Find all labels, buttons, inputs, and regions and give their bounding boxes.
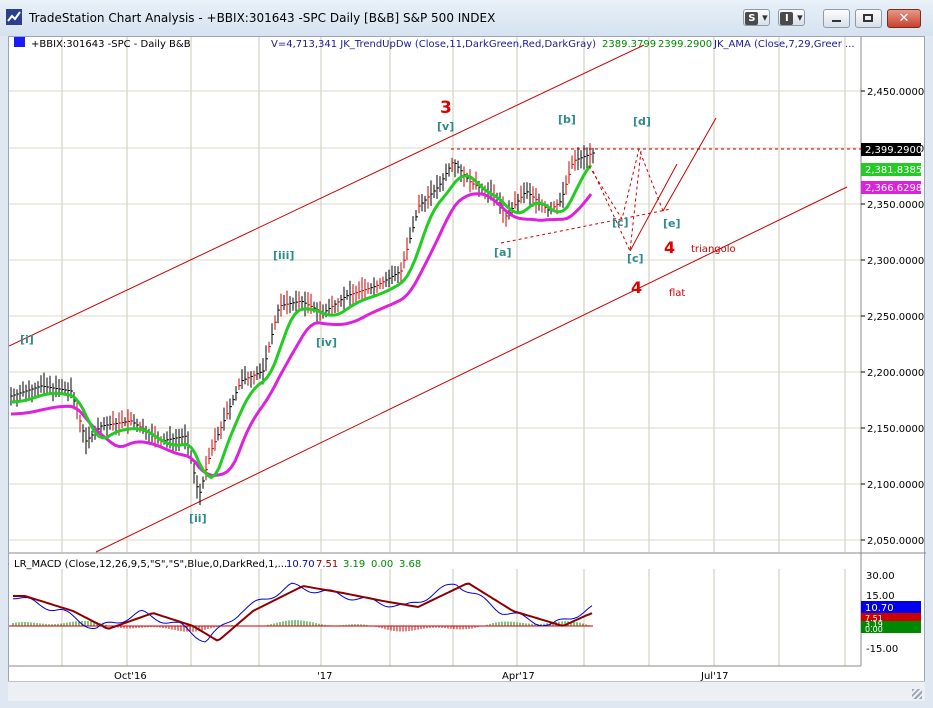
resize-grip-icon[interactable] — [912, 689, 922, 699]
trend-price-tag — [861, 163, 921, 176]
symbol-label: +BBIX:301643 -SPC - Daily B&B — [31, 39, 191, 50]
wave-label-c-triangle: [c] — [612, 216, 629, 229]
macd-signal-line — [13, 582, 593, 642]
title-bar: TradeStation Chart Analysis - +BBIX:3016… — [0, 0, 933, 36]
price-tick-label: 2,200.0000 — [867, 368, 924, 379]
macd-tag-blue-text: 10.70 — [865, 603, 894, 614]
chart-svg: +BBIX:301643 -SPC - Daily B&B V=4,713,34… — [8, 37, 926, 682]
macd-gridlines — [61, 569, 846, 666]
symbol-swatch — [14, 37, 25, 47]
status-bar — [8, 681, 925, 701]
trend-value-1: 2389.3799 — [602, 39, 656, 50]
chart-area[interactable]: +BBIX:301643 -SPC - Daily B&B V=4,713,34… — [8, 36, 926, 701]
flat-text: flat — [669, 288, 685, 299]
macd-tick-30: 30.00 — [866, 571, 895, 582]
macd-tag-green — [861, 621, 921, 633]
wave-label-e: [e] — [663, 217, 681, 230]
ama-indicator-label: JK_AMA (Close,7,29,Greer ... — [713, 39, 855, 50]
macd-line — [13, 582, 593, 643]
last-price-tag — [861, 143, 921, 156]
macd-value-1: 10.70 — [286, 559, 315, 570]
wave-label-i: [i] — [20, 333, 34, 346]
macd-tag-red — [861, 613, 921, 621]
triangle-bottom-line — [500, 208, 672, 244]
lower-channel-line — [95, 186, 848, 553]
maximize-icon — [863, 14, 873, 22]
price-tick-label: 2,050.0000 — [867, 536, 924, 547]
macd-tag-red-text: 7.51 — [865, 614, 883, 623]
x-label-jul17: Jul'17 — [700, 671, 729, 682]
minimize-icon — [832, 20, 841, 22]
jk-ama-line — [10, 192, 593, 477]
style-glyph: S — [745, 12, 759, 25]
wave-label-iv: [iv] — [316, 336, 337, 349]
triangle-projection — [588, 147, 664, 221]
wave-4-triangle-label: 4 — [664, 238, 675, 257]
style-button[interactable]: S ▾ — [743, 9, 770, 26]
macd-tag-green-text: 3.19 — [865, 620, 883, 629]
macd-tag-zero-text: 0.00 — [865, 625, 883, 634]
price-tick-label: 2,350.0000 — [867, 200, 924, 211]
price-pane[interactable] — [9, 37, 861, 552]
price-tick-label: 2,100.0000 — [867, 480, 924, 491]
wave-4-flat-label: 4 — [631, 278, 642, 297]
triangle-text: triangolo — [691, 244, 736, 255]
horizontal-gridlines — [9, 90, 861, 541]
wave-label-ii: [ii] — [189, 512, 207, 525]
macd-tag-blue — [861, 601, 921, 613]
x-label-apr17: Apr'17 — [502, 671, 535, 682]
macd-value-5: 3.68 — [399, 559, 421, 570]
ama-price-text: 2,366.6298 — [865, 183, 922, 194]
x-label-oct16: Oct'16 — [114, 671, 147, 682]
maximize-button[interactable] — [855, 9, 882, 28]
jk-trend-line — [10, 164, 593, 480]
indicator-button[interactable]: I ▾ — [778, 9, 805, 26]
trend-indicator-label: V=4,713,341 JK_TrendUpDw (Close,11,DarkG… — [271, 39, 596, 50]
upper-channel-line — [8, 44, 645, 347]
ama-price-tag — [861, 181, 921, 194]
macd-tick-15: 15.00 — [866, 591, 895, 602]
price-bars — [10, 143, 595, 506]
close-button[interactable]: ✕ — [887, 9, 921, 28]
wave-label-a: [a] — [494, 246, 511, 259]
minimize-button[interactable] — [823, 9, 850, 28]
wave-label-v: [v] — [437, 120, 454, 133]
wave-3-label: 3 — [440, 98, 452, 118]
macd-label: LR_MACD (Close,12,26,9,5,"S","S",Blue,0,… — [14, 559, 287, 570]
tradestation-app-icon — [6, 9, 22, 25]
trend-price-text: 2,381.8385 — [865, 165, 922, 176]
wave-label-iii: [iii] — [273, 249, 294, 262]
vertical-gridlines — [61, 37, 846, 552]
indicator-glyph: I — [780, 12, 794, 25]
macd-value-2: 7.51 — [316, 559, 338, 570]
price-tick-label: 2,150.0000 — [867, 424, 924, 435]
macd-value-4: 0.00 — [371, 559, 393, 570]
trend-value-2: 2399.2900 — [658, 39, 712, 50]
last-price-text: 2,399.2900 — [865, 145, 922, 156]
window-title: TradeStation Chart Analysis - +BBIX:3016… — [29, 11, 496, 25]
price-tick-label: 2,300.0000 — [867, 256, 924, 267]
wave-label-c-flat: [c] — [627, 252, 644, 265]
x-label-17: '17 — [317, 671, 332, 682]
post-flat-line — [629, 163, 678, 252]
price-tick-label: 2,250.0000 — [867, 312, 924, 323]
wave-label-b: [b] — [558, 113, 576, 126]
wave-label-d: [d] — [633, 115, 651, 128]
price-tick-label: 2,450.0000 — [867, 87, 924, 98]
post-triangle-line — [662, 117, 717, 212]
close-icon: ✕ — [898, 11, 910, 26]
macd-value-3: 3.19 — [343, 559, 365, 570]
macd-tick-neg15: -15.00 — [866, 644, 898, 655]
